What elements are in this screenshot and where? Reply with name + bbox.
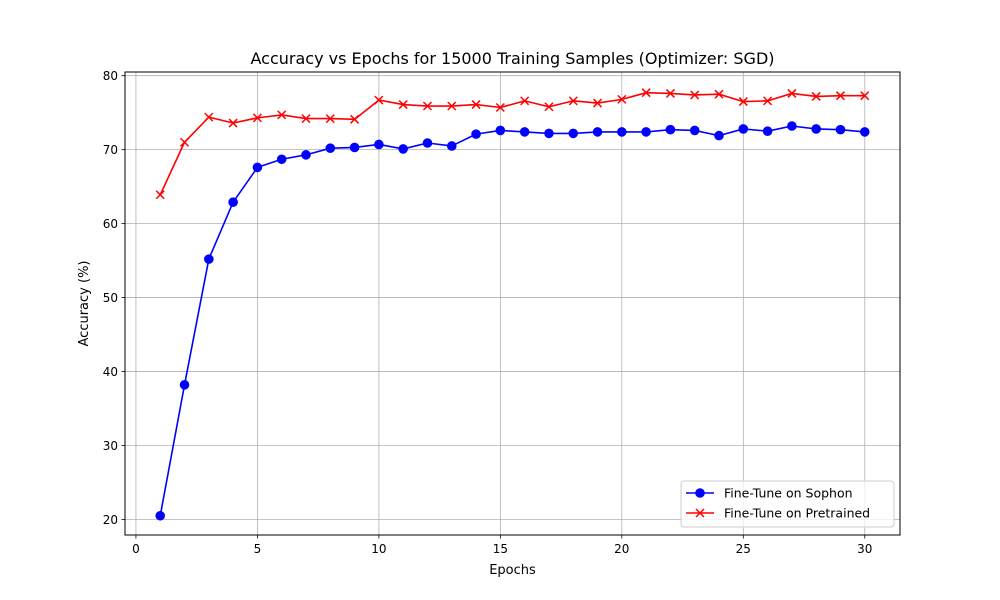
x-tick-label: 0 — [132, 542, 140, 556]
data-point-1 — [520, 96, 530, 106]
data-point-0 — [374, 139, 384, 150]
data-point-1 — [398, 100, 408, 110]
grid — [125, 72, 900, 535]
data-point-0 — [519, 127, 530, 137]
data-point-1 — [252, 113, 262, 123]
data-point-0 — [714, 130, 724, 141]
plot-area-frame — [124, 71, 901, 536]
data-point-1 — [155, 190, 165, 200]
y-tick-label: 40 — [103, 365, 118, 379]
data-point-0 — [738, 124, 749, 134]
data-point-1 — [787, 88, 797, 98]
legend-box — [680, 480, 895, 528]
data-point-1 — [617, 94, 627, 104]
data-point-0 — [811, 124, 821, 134]
x-axis-label: Epochs — [489, 563, 536, 578]
data-point-0 — [592, 127, 603, 137]
x-tick-label: 20 — [614, 542, 629, 556]
data-point-0 — [495, 125, 506, 136]
data-point-0 — [155, 510, 166, 521]
data-point-1 — [471, 100, 481, 110]
data-point-1 — [568, 96, 578, 106]
legend: Fine-Tune on Sophon Fine-Tune on Pretrain… — [680, 480, 895, 528]
data-point-1 — [641, 88, 651, 98]
legend-label: Fine-Tune on Sophon — [724, 486, 853, 501]
data-point-1 — [204, 112, 214, 122]
axis-ticks: 0 5 10 15 20 25 30 20 30 40 50 60 70 80 — [103, 69, 873, 556]
data-point-0 — [349, 142, 360, 153]
x-tick-label: 10 — [371, 542, 386, 556]
data-point-1 — [665, 88, 675, 98]
data-point-1 — [350, 114, 360, 124]
data-point-0 — [422, 138, 433, 148]
data-point-1 — [228, 118, 238, 128]
data-point-1 — [495, 102, 505, 113]
data-point-0 — [689, 125, 700, 136]
data-point-1 — [277, 110, 287, 120]
data-point-1 — [301, 114, 311, 124]
data-point-1 — [325, 114, 335, 124]
data-point-0 — [179, 380, 190, 390]
data-point-1 — [835, 91, 846, 101]
data-point-1 — [690, 90, 700, 100]
data-point-0 — [568, 128, 579, 139]
data-point-0 — [665, 124, 676, 135]
series-layer — [155, 88, 870, 521]
data-point-1 — [811, 91, 821, 101]
y-tick-label: 20 — [103, 513, 118, 527]
data-point-1 — [763, 96, 773, 106]
data-point-0 — [398, 144, 408, 154]
y-tick-label: 30 — [103, 439, 118, 453]
data-point-1 — [422, 101, 432, 111]
data-point-0 — [835, 124, 846, 135]
series-line-0 — [159, 125, 865, 516]
x-tick-label: 30 — [857, 542, 872, 556]
data-point-1 — [544, 102, 554, 112]
x-tick-label: 5 — [254, 542, 262, 556]
legend-marker — [695, 508, 705, 518]
data-point-0 — [301, 150, 311, 160]
data-point-0 — [544, 128, 554, 139]
data-point-1 — [374, 95, 384, 105]
data-point-0 — [325, 143, 336, 153]
data-point-0 — [617, 127, 627, 137]
data-point-1 — [593, 98, 603, 108]
series-line-1 — [159, 91, 865, 196]
y-tick-label: 70 — [103, 143, 118, 157]
data-point-0 — [762, 126, 773, 136]
data-point-0 — [471, 129, 481, 139]
x-tick-label: 25 — [736, 542, 751, 556]
data-point-0 — [787, 121, 797, 131]
y-tick-label: 60 — [103, 217, 118, 231]
data-point-0 — [204, 254, 214, 264]
y-tick-label: 80 — [103, 69, 118, 83]
data-point-0 — [446, 141, 457, 151]
legend-label: Fine-Tune on Pretrained — [724, 506, 870, 521]
legend-marker — [695, 488, 705, 498]
data-point-1 — [714, 89, 724, 99]
data-point-0 — [276, 154, 287, 165]
x-tick-label: 15 — [493, 542, 508, 556]
data-point-1 — [447, 101, 457, 111]
data-point-0 — [228, 197, 238, 207]
data-point-0 — [641, 127, 651, 137]
data-point-1 — [860, 91, 870, 101]
data-point-1 — [179, 137, 190, 147]
chart-title: Accuracy vs Epochs for 15000 Training Sa… — [250, 49, 774, 68]
data-point-0 — [252, 162, 263, 173]
y-tick-label: 50 — [103, 291, 118, 305]
data-point-0 — [859, 127, 870, 137]
data-point-1 — [738, 97, 748, 107]
y-axis-label: Accuracy (%) — [77, 261, 92, 347]
